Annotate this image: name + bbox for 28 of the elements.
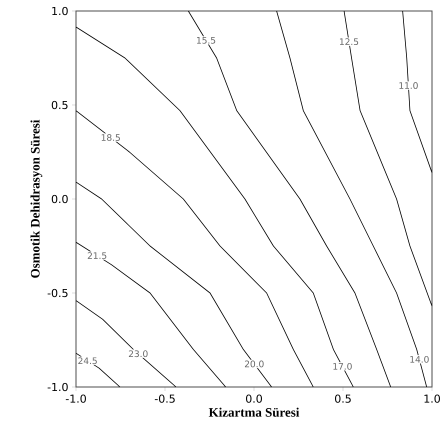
line-series — [188, 10, 392, 388]
x-tick-label: -1.0 — [66, 394, 86, 403]
series-label: 11.0 — [399, 82, 418, 89]
x-tick-label: 1.0 — [424, 394, 440, 403]
y-tick-label: -0.5 — [48, 288, 68, 298]
series-label: 17.0 — [333, 362, 352, 370]
series-label: 24.5 — [78, 357, 97, 364]
y-tick-label: 0.0 — [52, 194, 68, 204]
series-label: 21.5 — [88, 252, 106, 260]
y-tick-label: 1.0 — [52, 6, 68, 16]
x-tick-label: 0.0 — [246, 394, 262, 403]
line-series — [76, 110, 314, 388]
series-label: 15.5 — [197, 37, 216, 44]
series-label: 20.0 — [244, 360, 264, 368]
line-series — [76, 300, 176, 388]
line-series — [76, 182, 272, 388]
line-series — [276, 10, 428, 388]
series-label: 18.5 — [102, 134, 120, 141]
y-tick-label: -1.0 — [48, 382, 68, 392]
series-label: 12.5 — [340, 38, 358, 46]
series-label: 14.0 — [410, 356, 429, 363]
x-axis-title: Kizartma Süresi — [208, 408, 300, 417]
y-tick-label: 0.5 — [52, 100, 68, 110]
line-series — [76, 242, 226, 388]
x-tick-label: 0.5 — [335, 394, 351, 403]
x-tick-label: -0.5 — [154, 394, 175, 403]
series-label: 23.0 — [128, 350, 148, 358]
y-axis-title: Osmotik Dehidrasyon Süresi — [30, 120, 42, 278]
